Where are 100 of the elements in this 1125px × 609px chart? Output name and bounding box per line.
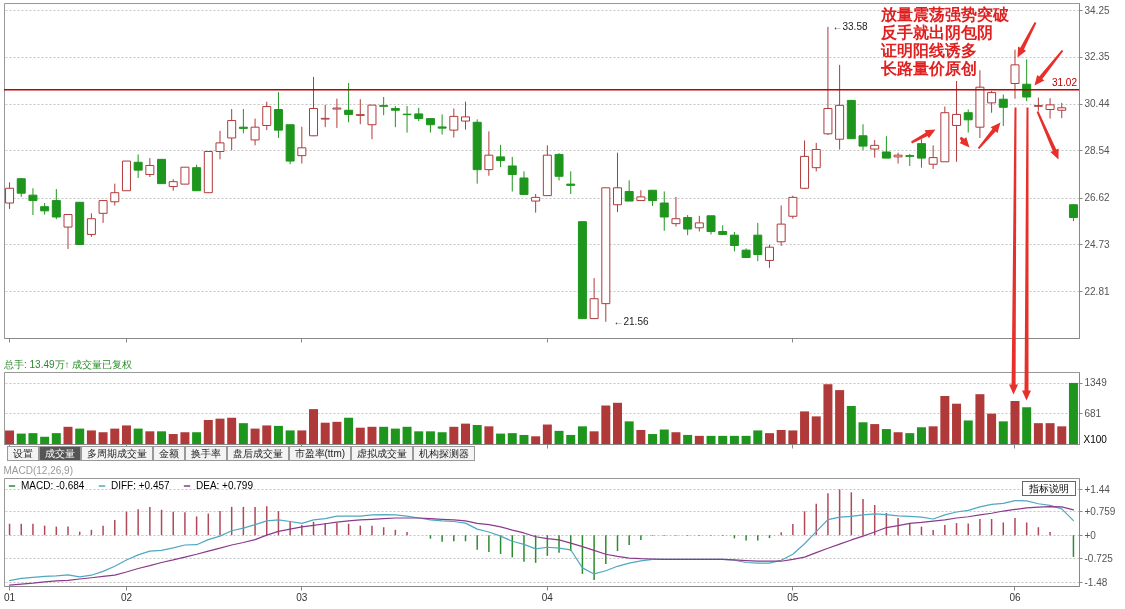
bar (975, 394, 985, 444)
text: 设置 (6, 445, 39, 461)
bar (952, 403, 962, 444)
candlestick (238, 108, 248, 134)
bar (425, 431, 435, 444)
y-tick-label: 681 (1084, 407, 1102, 419)
y-tick-label: 32.35 (1084, 51, 1110, 63)
ref-line-label: 31.02 (1051, 76, 1078, 88)
bar (811, 416, 821, 444)
candlestick (192, 164, 202, 192)
bar (367, 426, 377, 444)
candlestick (916, 138, 926, 169)
candlestick (98, 200, 108, 224)
legend-label: DEA: +0.799 (196, 480, 254, 491)
bar (531, 436, 541, 444)
y-tick-label: +1.44 (1084, 483, 1111, 495)
bar (1033, 423, 1043, 444)
bar (671, 432, 681, 444)
candlestick (998, 94, 1008, 127)
bar (51, 433, 61, 444)
candlestick (215, 130, 225, 160)
y-tick-label: +0 (1084, 529, 1097, 541)
bar (846, 405, 856, 444)
bar (168, 434, 178, 444)
annotation: ←33.58 (832, 20, 868, 33)
candlestick (1010, 49, 1020, 100)
candlestick (344, 82, 354, 123)
bar (893, 432, 903, 444)
candlestick (28, 187, 38, 216)
bar (496, 433, 506, 444)
bar (612, 402, 622, 444)
candlestick (355, 98, 365, 125)
candlestick (449, 108, 459, 138)
candlestick (776, 204, 786, 247)
text: 金额 (152, 445, 185, 461)
bar (461, 423, 471, 444)
bar (729, 435, 739, 444)
candlestick (227, 108, 237, 151)
candlestick (858, 123, 868, 151)
chart-title: MACD(12,26,9) (3, 465, 73, 476)
bar (63, 426, 73, 444)
bar (203, 420, 213, 444)
bar (121, 425, 131, 444)
candlestick (496, 144, 506, 168)
bar (718, 435, 728, 444)
text: 换手率 (184, 445, 227, 461)
bar (1068, 382, 1078, 444)
legend-label: DIFF: +0.457 (111, 480, 171, 491)
candlestick (928, 144, 938, 170)
bar (414, 431, 424, 444)
bar (858, 422, 868, 444)
candlestick (683, 214, 693, 236)
text: 盘后成交量 (226, 445, 289, 461)
candlestick (297, 126, 307, 165)
candlestick (671, 196, 681, 228)
bar (870, 424, 880, 444)
candlestick (963, 109, 973, 134)
bar (390, 428, 400, 444)
bar (262, 425, 272, 444)
bar (75, 428, 85, 444)
candlestick (764, 244, 774, 269)
candlestick (952, 80, 962, 163)
bar (355, 427, 365, 444)
candlestick (1045, 97, 1055, 120)
bar (320, 422, 330, 444)
bar (133, 428, 143, 444)
candlestick (566, 170, 576, 195)
x-tick-label: 06 (1009, 591, 1021, 603)
candlestick (390, 105, 400, 128)
bar (273, 425, 283, 444)
y-axis-title: X100 (1083, 433, 1108, 445)
bar (1045, 423, 1055, 444)
bar (519, 434, 529, 444)
bar (1010, 400, 1020, 444)
y-tick-label: 34.25 (1084, 4, 1110, 16)
bar (297, 430, 307, 444)
bar (589, 431, 599, 444)
chart-title: 总手: 13.49万↑ 成交量已复权 (3, 359, 133, 370)
bar (437, 432, 447, 444)
bar (916, 427, 926, 444)
candlestick (63, 214, 73, 250)
bar (835, 390, 845, 444)
text: 成交量 (38, 445, 81, 461)
bar (1057, 426, 1067, 444)
x-tick-label: 01 (3, 591, 16, 603)
bar (344, 417, 354, 444)
candlestick (51, 188, 61, 220)
candlestick (589, 277, 599, 320)
bar (881, 429, 891, 444)
candlestick (1022, 58, 1032, 102)
candlestick (379, 96, 389, 116)
bar (40, 436, 50, 444)
candlestick (706, 215, 716, 235)
text: 市盈率(ttm) (288, 445, 352, 461)
bar (788, 430, 798, 444)
candlestick (987, 90, 997, 114)
candlestick (262, 101, 272, 131)
bar (402, 426, 412, 444)
bar (987, 413, 997, 444)
bar (472, 424, 482, 444)
